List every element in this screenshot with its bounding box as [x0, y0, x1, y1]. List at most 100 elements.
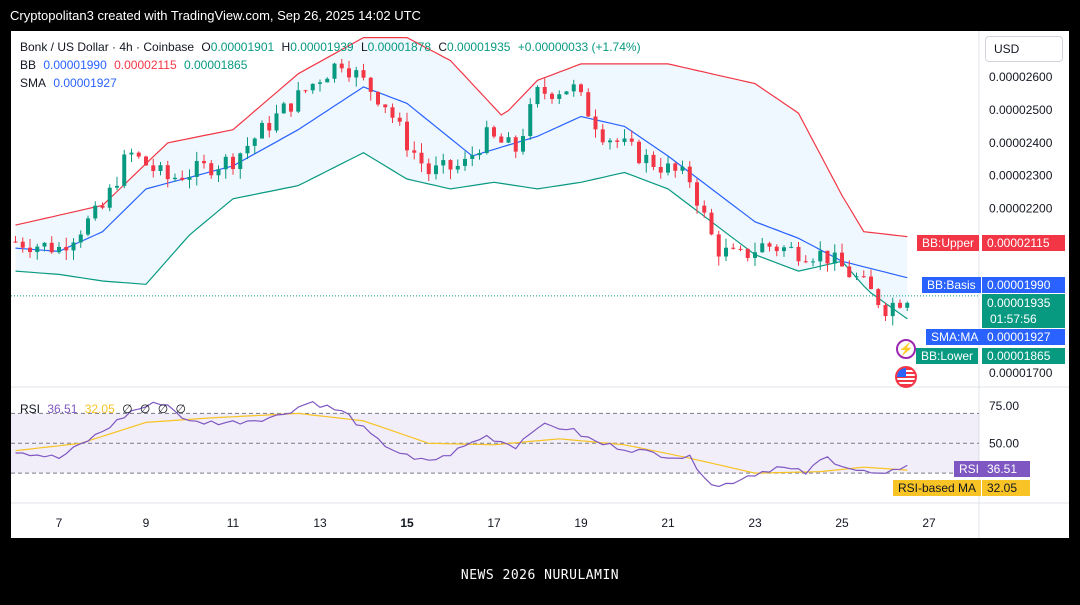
high-label: H [281, 40, 291, 54]
candle-body [615, 140, 620, 142]
flag-canton [897, 368, 906, 377]
candle-body [832, 252, 837, 264]
candle-body [513, 137, 518, 152]
candle-body [680, 166, 685, 171]
candle-body [354, 70, 359, 78]
rsi-label[interactable]: RSI [20, 402, 41, 416]
candle-body [151, 165, 156, 172]
time-tick-label: 13 [313, 516, 327, 530]
candle-body [28, 247, 32, 253]
candle-body [745, 248, 750, 258]
rsi-tag-label: RSI [954, 461, 985, 477]
candle-body [608, 140, 612, 143]
candle-body [194, 161, 199, 177]
candle-body [731, 247, 736, 249]
lightning-event-icon[interactable]: ⚡ [896, 339, 916, 359]
bb-upper-tag-label: BB:Upper [917, 235, 980, 251]
price-tag-countdown: 01:57:56 [990, 312, 1037, 326]
candle-body [753, 252, 757, 258]
chart-svg[interactable]: 0.00002600 0.00002500 0.00002400 0.00002300… [11, 31, 1069, 538]
bb-upper-line [15, 37, 908, 238]
candle-body [716, 234, 721, 257]
open-label: O [201, 40, 211, 54]
candle-body [434, 165, 438, 175]
time-tick-label: 9 [143, 516, 150, 530]
candle-body [86, 218, 90, 235]
candle-body [115, 185, 119, 188]
candle-body [57, 246, 61, 253]
rsi-empty-2: ∅ [139, 402, 151, 416]
candle-body [347, 68, 351, 78]
close-value: 0.00001935 [447, 40, 511, 54]
sma-tag-value: 0.00001927 [982, 329, 1065, 345]
candle-body [840, 252, 844, 267]
candle-body [173, 177, 177, 180]
us-flag-event-icon[interactable] [895, 366, 917, 388]
candle-body [187, 176, 192, 180]
candle-body [325, 78, 330, 83]
sma-legend: SMA 0.00001927 [20, 76, 121, 90]
rsi-legend: RSI 36.51 32.05 ∅ ∅ ∅ ∅ [20, 402, 190, 416]
candle-body [122, 154, 127, 186]
candle-body [252, 138, 257, 146]
footer-text: NEWS 2026 NURULAMIN [460, 568, 620, 583]
candle-body [296, 90, 301, 112]
bb-fill [15, 37, 908, 319]
bb-label[interactable]: BB [20, 58, 37, 72]
low-value: 0.00001878 [367, 40, 432, 54]
candle-body [426, 163, 431, 175]
candle-body [274, 113, 279, 131]
high-value: 0.00001939 [290, 40, 354, 54]
candle-body [78, 234, 83, 243]
candle-body [368, 77, 373, 92]
rsi-tick-label: 75.00 [989, 399, 1019, 413]
candle-body [825, 250, 830, 264]
candle-body [397, 117, 402, 122]
bb-basis-tag-value: 0.00001990 [982, 277, 1065, 293]
candle-body [310, 83, 315, 91]
candle-body [202, 161, 206, 164]
candle-body [666, 163, 670, 173]
symbol-name[interactable]: Bonk / US Dollar · 4h · Coinbase [20, 40, 195, 54]
price-tick-label: 0.00001700 [989, 366, 1053, 380]
bb-upper-value: 0.00002115 [114, 58, 177, 72]
candle-body [861, 276, 866, 278]
candle-body [890, 302, 895, 317]
candle-body [651, 154, 656, 168]
chart-panel[interactable]: 0.00002600 0.00002500 0.00002400 0.00002300… [11, 31, 1069, 538]
candle-body [165, 165, 170, 180]
candle-body [709, 212, 714, 235]
candle-body [448, 160, 453, 170]
candle-body [267, 122, 272, 131]
bb-lower-value: 0.00001865 [183, 58, 248, 72]
candle-body [811, 261, 815, 263]
sma-label[interactable]: SMA [20, 76, 47, 90]
time-tick-label: 11 [227, 516, 240, 530]
candle-body [470, 155, 475, 159]
time-tick-label: 17 [487, 516, 501, 530]
candle-body [376, 91, 380, 105]
candle-body [484, 127, 489, 154]
header-text: Cryptopolitan3 created with TradingView.… [10, 8, 421, 23]
candle-body [818, 250, 823, 262]
candle-body [158, 165, 163, 172]
rsi-tick-label: 50.00 [989, 436, 1019, 450]
candle-body [339, 63, 344, 69]
candle-body [905, 302, 910, 308]
candle-body [869, 276, 873, 290]
candle-body [593, 116, 598, 130]
candle-body [644, 154, 649, 164]
rsi-line [15, 401, 908, 488]
currency-selector[interactable]: USD [985, 36, 1063, 62]
rsi-tag-value: 36.51 [982, 461, 1030, 477]
candle-body [600, 129, 605, 143]
candle-body [35, 246, 40, 253]
rsi-ma-tag-label: RSI-based MA [893, 480, 982, 496]
candle-body [528, 104, 533, 137]
candle-body [455, 165, 460, 170]
candle-body [100, 205, 105, 208]
change-value: +0.00000033 (+1.74%) [517, 40, 641, 54]
candle-body [441, 160, 446, 166]
sma-value: 0.00001927 [53, 76, 117, 90]
close-label: C [438, 40, 448, 54]
